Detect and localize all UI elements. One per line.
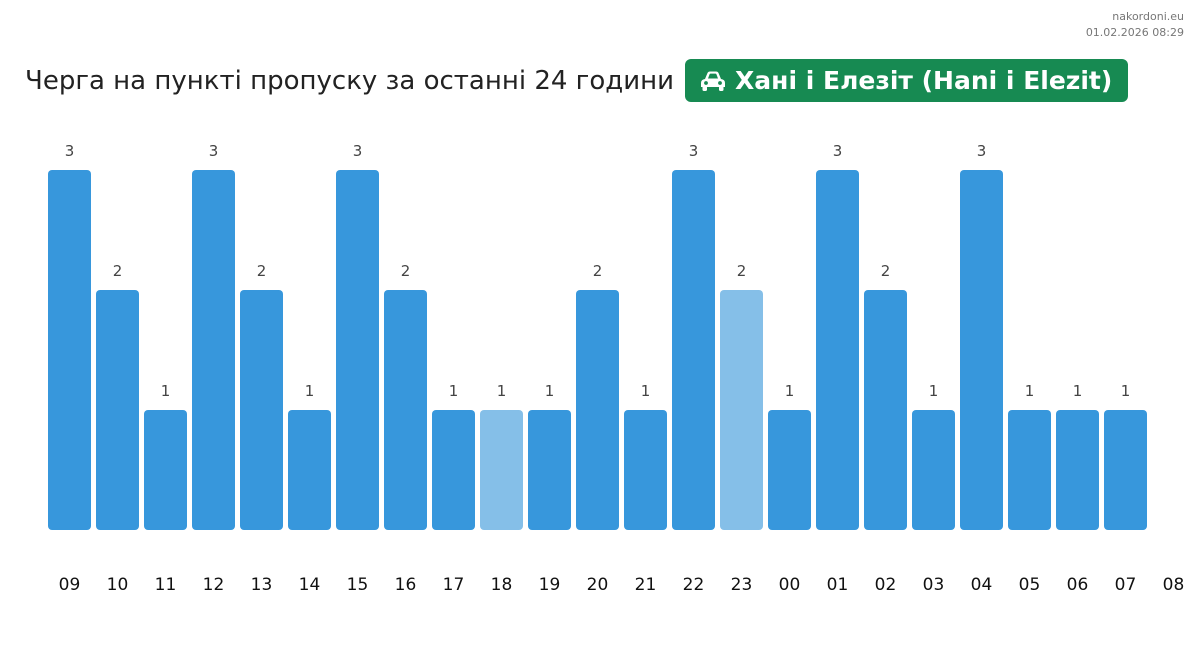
- value-label-17: 1: [449, 382, 459, 400]
- bar-22: [672, 170, 715, 530]
- x-tick-18: 18: [491, 575, 513, 595]
- x-tick-21: 21: [635, 575, 657, 595]
- value-label-18: 1: [497, 382, 507, 400]
- x-tick-15: 15: [347, 575, 369, 595]
- x-tick-23: 23: [731, 575, 753, 595]
- bar-01: [816, 170, 859, 530]
- x-tick-19: 19: [539, 575, 561, 595]
- bar-12: [192, 170, 235, 530]
- bar-18: [480, 410, 523, 530]
- value-label-06: 1: [1073, 382, 1083, 400]
- car-icon: [699, 70, 727, 92]
- x-tick-22: 22: [683, 575, 705, 595]
- value-label-20: 2: [593, 262, 603, 280]
- bar-05: [1008, 410, 1051, 530]
- value-label-15: 3: [353, 142, 363, 160]
- source-site: nakordoni.eu: [1112, 10, 1184, 23]
- bar-20: [576, 290, 619, 530]
- bar-21: [624, 410, 667, 530]
- bar-09: [48, 170, 91, 530]
- checkpoint-badge: Хані і Елезіт (Hani i Elezit): [685, 59, 1129, 102]
- x-tick-00: 00: [779, 575, 801, 595]
- value-label-01: 3: [833, 142, 843, 160]
- x-tick-09: 09: [59, 575, 81, 595]
- value-label-14: 1: [305, 382, 315, 400]
- x-tick-03: 03: [923, 575, 945, 595]
- x-tick-04: 04: [971, 575, 993, 595]
- value-label-04: 3: [977, 142, 987, 160]
- value-label-09: 3: [65, 142, 75, 160]
- value-label-00: 1: [785, 382, 795, 400]
- bar-00: [768, 410, 811, 530]
- value-label-21: 1: [641, 382, 651, 400]
- value-label-02: 2: [881, 262, 891, 280]
- source-info: nakordoni.eu 01.02.2026 08:29: [1086, 9, 1184, 41]
- bar-10: [96, 290, 139, 530]
- x-tick-10: 10: [107, 575, 129, 595]
- x-tick-02: 02: [875, 575, 897, 595]
- checkpoint-name: Хані і Елезіт (Hani i Elezit): [735, 66, 1113, 95]
- bar-02: [864, 290, 907, 530]
- x-tick-17: 17: [443, 575, 465, 595]
- bar-04: [960, 170, 1003, 530]
- bar-03: [912, 410, 955, 530]
- x-tick-16: 16: [395, 575, 417, 595]
- x-tick-20: 20: [587, 575, 609, 595]
- header: Черга на пункті пропуску за останні 24 г…: [25, 59, 1129, 102]
- bar-06: [1056, 410, 1099, 530]
- bar-07: [1104, 410, 1147, 530]
- bar-17: [432, 410, 475, 530]
- value-label-12: 3: [209, 142, 219, 160]
- value-label-16: 2: [401, 262, 411, 280]
- bar-23: [720, 290, 763, 530]
- value-label-23: 2: [737, 262, 747, 280]
- bar-13: [240, 290, 283, 530]
- x-tick-08: 08: [1163, 575, 1185, 595]
- value-label-07: 1: [1121, 382, 1131, 400]
- bar-15: [336, 170, 379, 530]
- x-tick-05: 05: [1019, 575, 1041, 595]
- value-label-03: 1: [929, 382, 939, 400]
- value-label-11: 1: [161, 382, 171, 400]
- x-tick-07: 07: [1115, 575, 1137, 595]
- x-tick-11: 11: [155, 575, 177, 595]
- value-label-19: 1: [545, 382, 555, 400]
- x-tick-01: 01: [827, 575, 849, 595]
- bar-16: [384, 290, 427, 530]
- x-tick-12: 12: [203, 575, 225, 595]
- x-tick-14: 14: [299, 575, 321, 595]
- bar-11: [144, 410, 187, 530]
- value-label-05: 1: [1025, 382, 1035, 400]
- x-tick-13: 13: [251, 575, 273, 595]
- bar-19: [528, 410, 571, 530]
- x-tick-06: 06: [1067, 575, 1089, 595]
- value-label-22: 3: [689, 142, 699, 160]
- source-timestamp: 01.02.2026 08:29: [1085, 26, 1184, 39]
- value-label-10: 2: [113, 262, 123, 280]
- value-label-13: 2: [257, 262, 267, 280]
- bar-14: [288, 410, 331, 530]
- page-title: Черга на пункті пропуску за останні 24 г…: [25, 65, 675, 96]
